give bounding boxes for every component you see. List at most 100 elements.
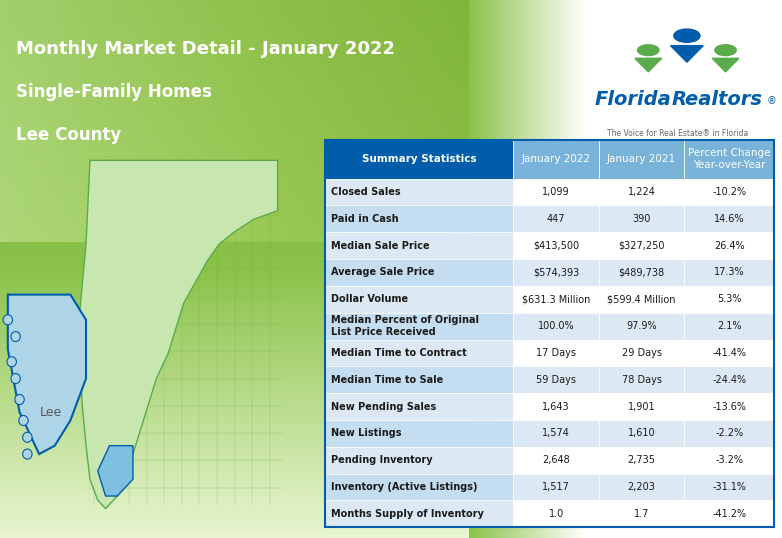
FancyBboxPatch shape <box>513 286 599 313</box>
FancyBboxPatch shape <box>684 473 774 500</box>
FancyBboxPatch shape <box>684 206 774 232</box>
FancyBboxPatch shape <box>325 393 513 420</box>
Text: 2,648: 2,648 <box>542 455 570 465</box>
FancyBboxPatch shape <box>325 473 513 500</box>
Polygon shape <box>98 445 133 496</box>
Text: 1.7: 1.7 <box>634 509 649 519</box>
FancyBboxPatch shape <box>684 259 774 286</box>
FancyBboxPatch shape <box>513 339 599 366</box>
FancyBboxPatch shape <box>684 420 774 447</box>
FancyBboxPatch shape <box>599 232 684 259</box>
Text: Average Sale Price: Average Sale Price <box>331 267 434 278</box>
Circle shape <box>3 315 13 325</box>
Circle shape <box>23 432 32 442</box>
Text: Inventory (Active Listings): Inventory (Active Listings) <box>331 482 477 492</box>
Polygon shape <box>78 160 278 508</box>
Text: Paid in Cash: Paid in Cash <box>331 214 398 224</box>
Text: 2.1%: 2.1% <box>717 321 741 331</box>
FancyBboxPatch shape <box>325 286 513 313</box>
FancyBboxPatch shape <box>513 366 599 393</box>
Text: $574,393: $574,393 <box>533 267 579 278</box>
FancyBboxPatch shape <box>599 339 684 366</box>
Text: 78 Days: 78 Days <box>622 375 662 385</box>
FancyBboxPatch shape <box>325 179 513 206</box>
Text: New Pending Sales: New Pending Sales <box>331 401 436 412</box>
Text: $489,738: $489,738 <box>619 267 665 278</box>
FancyBboxPatch shape <box>684 140 774 179</box>
Text: 26.4%: 26.4% <box>714 240 744 251</box>
Text: Lee: Lee <box>40 406 62 419</box>
FancyBboxPatch shape <box>599 313 684 339</box>
Circle shape <box>19 415 28 426</box>
FancyBboxPatch shape <box>325 500 513 527</box>
Text: Single-Family Homes: Single-Family Homes <box>16 83 211 101</box>
Text: January 2021: January 2021 <box>607 154 676 164</box>
Text: Closed Sales: Closed Sales <box>331 187 400 197</box>
Text: 1,224: 1,224 <box>628 187 655 197</box>
FancyBboxPatch shape <box>684 447 774 473</box>
FancyBboxPatch shape <box>513 447 599 473</box>
Circle shape <box>11 331 20 342</box>
Text: 5.3%: 5.3% <box>717 294 741 305</box>
Text: Months Supply of Inventory: Months Supply of Inventory <box>331 509 483 519</box>
Text: -13.6%: -13.6% <box>712 401 746 412</box>
Text: 390: 390 <box>633 214 651 224</box>
Text: Summary Statistics: Summary Statistics <box>361 154 476 164</box>
FancyBboxPatch shape <box>325 140 513 179</box>
FancyBboxPatch shape <box>684 366 774 393</box>
FancyBboxPatch shape <box>684 500 774 527</box>
FancyBboxPatch shape <box>599 259 684 286</box>
FancyBboxPatch shape <box>325 447 513 473</box>
Text: 29 Days: 29 Days <box>622 348 662 358</box>
Text: Pending Inventory: Pending Inventory <box>331 455 432 465</box>
Text: 17.3%: 17.3% <box>714 267 744 278</box>
Text: 1,517: 1,517 <box>542 482 570 492</box>
Text: -2.2%: -2.2% <box>716 428 743 438</box>
Circle shape <box>11 373 20 384</box>
Text: 1.0: 1.0 <box>548 509 564 519</box>
Text: $631.3 Million: $631.3 Million <box>522 294 590 305</box>
Circle shape <box>637 45 659 55</box>
Text: Lee County: Lee County <box>16 126 121 144</box>
FancyBboxPatch shape <box>599 140 684 179</box>
FancyBboxPatch shape <box>513 313 599 339</box>
Text: -41.2%: -41.2% <box>712 509 746 519</box>
Text: 1,643: 1,643 <box>542 401 570 412</box>
FancyBboxPatch shape <box>599 366 684 393</box>
Polygon shape <box>671 46 703 62</box>
Text: 17 Days: 17 Days <box>536 348 576 358</box>
Text: The Voice for Real Estate® in Florida: The Voice for Real Estate® in Florida <box>608 129 748 138</box>
Text: 1,574: 1,574 <box>542 428 570 438</box>
Text: -3.2%: -3.2% <box>716 455 743 465</box>
Bar <box>485 0 782 538</box>
Text: Median Percent of Original
List Price Received: Median Percent of Original List Price Re… <box>331 315 479 337</box>
Text: 447: 447 <box>547 214 565 224</box>
Text: Percent Change
Year-over-Year: Percent Change Year-over-Year <box>688 148 770 170</box>
Text: 59 Days: 59 Days <box>536 375 576 385</box>
FancyBboxPatch shape <box>325 259 513 286</box>
FancyBboxPatch shape <box>684 286 774 313</box>
Text: Monthly Market Detail - January 2022: Monthly Market Detail - January 2022 <box>16 40 395 58</box>
Text: Florida: Florida <box>595 90 672 109</box>
FancyBboxPatch shape <box>513 500 599 527</box>
Text: Realtors: Realtors <box>671 90 762 109</box>
FancyBboxPatch shape <box>513 232 599 259</box>
FancyBboxPatch shape <box>513 473 599 500</box>
FancyBboxPatch shape <box>513 420 599 447</box>
FancyBboxPatch shape <box>599 206 684 232</box>
Circle shape <box>674 29 700 43</box>
FancyBboxPatch shape <box>684 393 774 420</box>
Polygon shape <box>8 295 86 454</box>
Text: 1,901: 1,901 <box>628 401 655 412</box>
Text: -24.4%: -24.4% <box>712 375 746 385</box>
Text: $599.4 Million: $599.4 Million <box>608 294 676 305</box>
Circle shape <box>7 357 16 367</box>
FancyBboxPatch shape <box>684 339 774 366</box>
Circle shape <box>23 449 32 459</box>
Polygon shape <box>712 58 739 72</box>
Text: 14.6%: 14.6% <box>714 214 744 224</box>
Text: $413,500: $413,500 <box>533 240 579 251</box>
Circle shape <box>15 394 24 405</box>
FancyBboxPatch shape <box>513 393 599 420</box>
FancyBboxPatch shape <box>684 313 774 339</box>
